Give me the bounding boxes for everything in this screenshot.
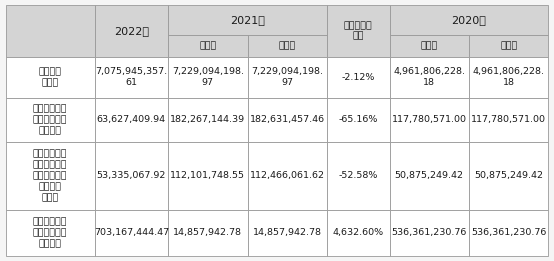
Text: 4,961,806,228.
18: 4,961,806,228. 18: [393, 67, 465, 87]
Bar: [168, 98, 248, 142]
Text: 703,167,444.47: 703,167,444.47: [94, 228, 169, 238]
Bar: [248, 210, 327, 256]
Bar: [327, 98, 389, 142]
Text: 调整后: 调整后: [500, 41, 517, 50]
Bar: [469, 57, 548, 98]
Text: 调整后: 调整后: [279, 41, 296, 50]
Bar: [469, 142, 548, 210]
Bar: [248, 35, 327, 57]
Text: 117,780,571.00: 117,780,571.00: [392, 115, 467, 124]
Bar: [95, 98, 168, 142]
Bar: [6, 142, 95, 210]
Text: 归属于上市公
司股东的扣除
非经常性损益
的净利润
（元）: 归属于上市公 司股东的扣除 非经常性损益 的净利润 （元）: [33, 149, 68, 203]
Text: -2.12%: -2.12%: [342, 73, 375, 82]
Text: 50,875,249.42: 50,875,249.42: [395, 171, 464, 180]
Bar: [248, 98, 327, 142]
Text: 14,857,942.78: 14,857,942.78: [253, 228, 322, 238]
Text: 2022年: 2022年: [114, 26, 149, 36]
Text: 112,101,748.55: 112,101,748.55: [170, 171, 245, 180]
Bar: [95, 5, 168, 57]
Bar: [469, 35, 548, 57]
Bar: [389, 5, 548, 35]
Bar: [6, 98, 95, 142]
Bar: [168, 142, 248, 210]
Text: 4,632.60%: 4,632.60%: [333, 228, 384, 238]
Bar: [389, 35, 469, 57]
Text: -52.58%: -52.58%: [338, 171, 378, 180]
Bar: [95, 57, 168, 98]
Text: 本年比上年
增减: 本年比上年 增减: [344, 21, 373, 41]
Bar: [6, 210, 95, 256]
Text: 536,361,230.76: 536,361,230.76: [392, 228, 467, 238]
Bar: [168, 210, 248, 256]
Text: 调整前: 调整前: [420, 41, 438, 50]
Text: 7,229,094,198.
97: 7,229,094,198. 97: [251, 67, 323, 87]
Text: 14,857,942.78: 14,857,942.78: [173, 228, 242, 238]
Text: 117,780,571.00: 117,780,571.00: [471, 115, 546, 124]
Bar: [327, 142, 389, 210]
Text: 营业收入
（元）: 营业收入 （元）: [39, 67, 61, 87]
Bar: [327, 210, 389, 256]
Text: 调整前: 调整前: [199, 41, 217, 50]
Text: 53,335,067.92: 53,335,067.92: [96, 171, 166, 180]
Bar: [389, 57, 469, 98]
Text: 2020年: 2020年: [452, 15, 486, 25]
Bar: [6, 57, 95, 98]
Bar: [389, 98, 469, 142]
Text: 112,466,061.62: 112,466,061.62: [250, 171, 325, 180]
Bar: [95, 210, 168, 256]
Bar: [6, 5, 95, 57]
Text: 63,627,409.94: 63,627,409.94: [97, 115, 166, 124]
Bar: [469, 210, 548, 256]
Bar: [248, 142, 327, 210]
Bar: [389, 142, 469, 210]
Text: 2021年: 2021年: [230, 15, 265, 25]
Bar: [327, 5, 389, 57]
Text: 536,361,230.76: 536,361,230.76: [471, 228, 546, 238]
Bar: [469, 98, 548, 142]
Text: 7,229,094,198.
97: 7,229,094,198. 97: [172, 67, 244, 87]
Bar: [327, 57, 389, 98]
Text: 7,075,945,357.
61: 7,075,945,357. 61: [95, 67, 167, 87]
Text: 182,267,144.39: 182,267,144.39: [170, 115, 245, 124]
Bar: [168, 57, 248, 98]
Text: 4,961,806,228.
18: 4,961,806,228. 18: [473, 67, 545, 87]
Text: 50,875,249.42: 50,875,249.42: [474, 171, 543, 180]
Text: 归属于上市公
司股东的净利
润（元）: 归属于上市公 司股东的净利 润（元）: [33, 104, 68, 135]
Bar: [389, 210, 469, 256]
Bar: [95, 142, 168, 210]
Bar: [248, 57, 327, 98]
Bar: [168, 35, 248, 57]
Text: -65.16%: -65.16%: [338, 115, 378, 124]
Bar: [168, 5, 327, 35]
Text: 182,631,457.46: 182,631,457.46: [250, 115, 325, 124]
Text: 经营活动产生
的现金流量净
额（元）: 经营活动产生 的现金流量净 额（元）: [33, 217, 68, 248]
